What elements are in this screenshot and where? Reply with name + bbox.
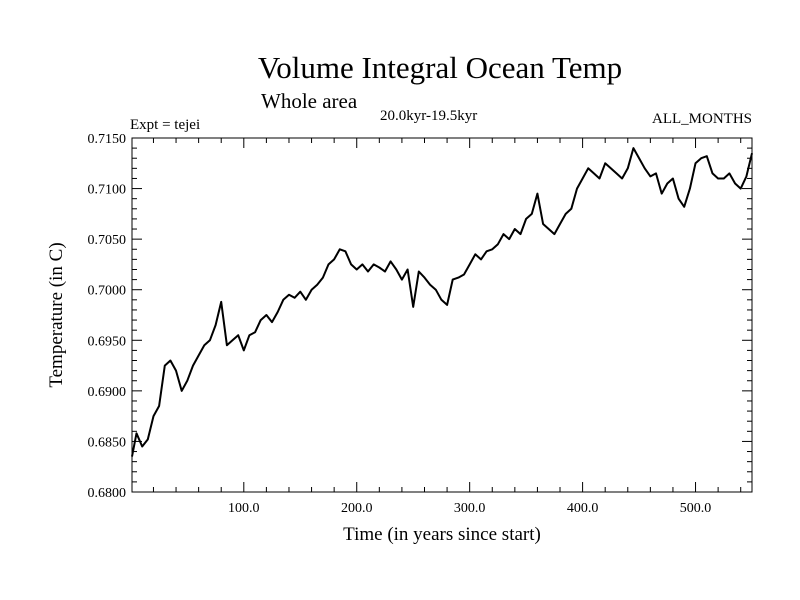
chart-subtitle: Whole area: [261, 89, 358, 113]
y-tick-label: 0.6800: [88, 486, 127, 501]
y-tick-label: 0.7150: [88, 132, 127, 147]
chart-period: 20.0kyr-19.5kyr: [380, 108, 477, 124]
experiment-label: Expt = tejei: [130, 117, 200, 133]
y-tick-label: 0.7000: [88, 284, 127, 299]
x-tick-label: 500.0: [680, 501, 712, 516]
x-tick-label: 200.0: [341, 501, 373, 516]
tick-labels: 100.0 200.0 300.0 400.0 500.0 0.6800 0.6850 0.6…: [88, 132, 712, 516]
y-tick-label: 0.7050: [88, 233, 127, 248]
y-tick-label: 0.6950: [88, 334, 127, 349]
y-tick-label: 0.6900: [88, 385, 127, 400]
x-tick-label: 300.0: [454, 501, 486, 516]
x-tick-label: 100.0: [228, 501, 260, 516]
y-tick-label: 0.7100: [88, 183, 127, 198]
y-tick-label: 0.6850: [88, 435, 127, 450]
axis-ticks: [132, 137, 752, 493]
chart-title: Volume Integral Ocean Temp: [258, 50, 622, 85]
plot-frame: [131, 137, 753, 493]
series-line: [131, 147, 753, 457]
x-tick-label: 400.0: [567, 501, 599, 516]
months-label: ALL_MONTHS: [652, 111, 752, 127]
y-axis-label: Temperature (in C): [46, 242, 67, 387]
x-axis-label: Time (in years since start): [343, 524, 541, 545]
